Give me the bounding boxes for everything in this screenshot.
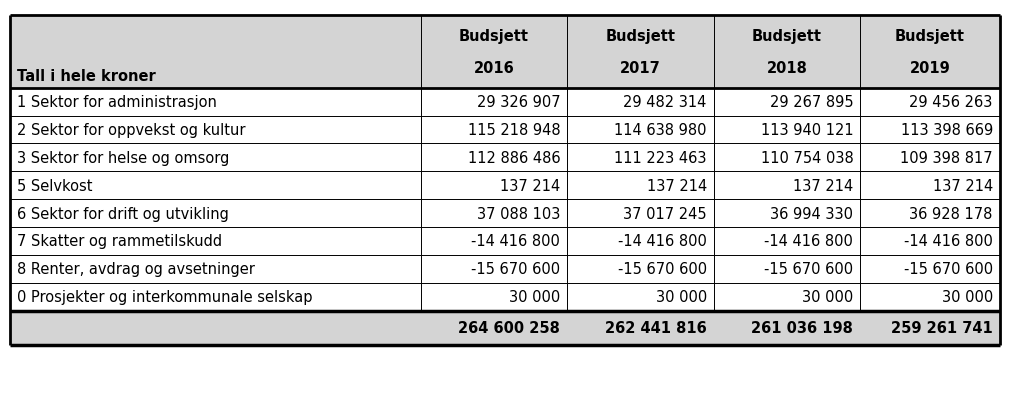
Text: -15 670 600: -15 670 600 <box>471 262 561 277</box>
Text: Budsjett: Budsjett <box>752 29 822 44</box>
Bar <box>10 89 1000 116</box>
Bar <box>10 311 1000 345</box>
Text: 2019: 2019 <box>910 61 950 76</box>
Bar <box>10 283 1000 311</box>
Text: 112 886 486: 112 886 486 <box>468 151 561 166</box>
Text: -15 670 600: -15 670 600 <box>618 262 707 277</box>
Text: 30 000: 30 000 <box>802 290 853 305</box>
Text: 137 214: 137 214 <box>932 178 993 193</box>
Text: 137 214: 137 214 <box>646 178 707 193</box>
Text: 7 Skatter og rammetilskudd: 7 Skatter og rammetilskudd <box>17 234 222 249</box>
Text: 2016: 2016 <box>474 61 514 76</box>
Bar <box>10 255 1000 283</box>
Text: 37 017 245: 37 017 245 <box>623 206 707 221</box>
Text: 137 214: 137 214 <box>793 178 853 193</box>
Text: -14 416 800: -14 416 800 <box>472 234 561 249</box>
Text: -14 416 800: -14 416 800 <box>765 234 853 249</box>
Text: 2018: 2018 <box>767 61 808 76</box>
Text: 113 398 669: 113 398 669 <box>901 123 993 138</box>
Text: 2017: 2017 <box>620 61 661 76</box>
Text: -15 670 600: -15 670 600 <box>765 262 853 277</box>
Text: 1 Sektor for administrasjon: 1 Sektor for administrasjon <box>17 95 217 110</box>
Text: 29 456 263: 29 456 263 <box>909 95 993 110</box>
Text: 110 754 038: 110 754 038 <box>761 151 853 166</box>
Text: 137 214: 137 214 <box>500 178 561 193</box>
Text: 113 940 121: 113 940 121 <box>761 123 853 138</box>
Text: 36 994 330: 36 994 330 <box>771 206 853 221</box>
Bar <box>10 116 1000 144</box>
Text: 109 398 817: 109 398 817 <box>900 151 993 166</box>
Text: 262 441 816: 262 441 816 <box>605 320 707 335</box>
Text: 111 223 463: 111 223 463 <box>614 151 707 166</box>
Text: 8 Renter, avdrag og avsetninger: 8 Renter, avdrag og avsetninger <box>17 262 256 277</box>
Text: 30 000: 30 000 <box>941 290 993 305</box>
Bar <box>10 172 1000 200</box>
Text: 37 088 103: 37 088 103 <box>477 206 561 221</box>
Text: 5 Selvkost: 5 Selvkost <box>17 178 93 193</box>
Text: -15 670 600: -15 670 600 <box>904 262 993 277</box>
Text: 29 267 895: 29 267 895 <box>770 95 853 110</box>
Text: -14 416 800: -14 416 800 <box>904 234 993 249</box>
Text: 115 218 948: 115 218 948 <box>468 123 561 138</box>
Text: Budsjett: Budsjett <box>460 29 529 44</box>
Text: 114 638 980: 114 638 980 <box>614 123 707 138</box>
Text: Budsjett: Budsjett <box>606 29 676 44</box>
Text: 30 000: 30 000 <box>509 290 561 305</box>
Text: 30 000: 30 000 <box>655 290 707 305</box>
Text: 6 Sektor for drift og utvikling: 6 Sektor for drift og utvikling <box>17 206 229 221</box>
Bar <box>10 144 1000 172</box>
Text: 2 Sektor for oppvekst og kultur: 2 Sektor for oppvekst og kultur <box>17 123 245 138</box>
Text: 264 600 258: 264 600 258 <box>459 320 561 335</box>
Bar <box>10 228 1000 255</box>
Bar <box>10 16 1000 89</box>
Text: Budsjett: Budsjett <box>895 29 966 44</box>
Bar <box>10 200 1000 228</box>
Text: 261 036 198: 261 036 198 <box>751 320 853 335</box>
Text: 29 326 907: 29 326 907 <box>477 95 561 110</box>
Text: 0 Prosjekter og interkommunale selskap: 0 Prosjekter og interkommunale selskap <box>17 290 313 305</box>
Text: 259 261 741: 259 261 741 <box>891 320 993 335</box>
Text: 3 Sektor for helse og omsorg: 3 Sektor for helse og omsorg <box>17 151 229 166</box>
Text: 36 928 178: 36 928 178 <box>909 206 993 221</box>
Text: 29 482 314: 29 482 314 <box>623 95 707 110</box>
Text: -14 416 800: -14 416 800 <box>618 234 707 249</box>
Text: Tall i hele kroner: Tall i hele kroner <box>17 69 156 84</box>
